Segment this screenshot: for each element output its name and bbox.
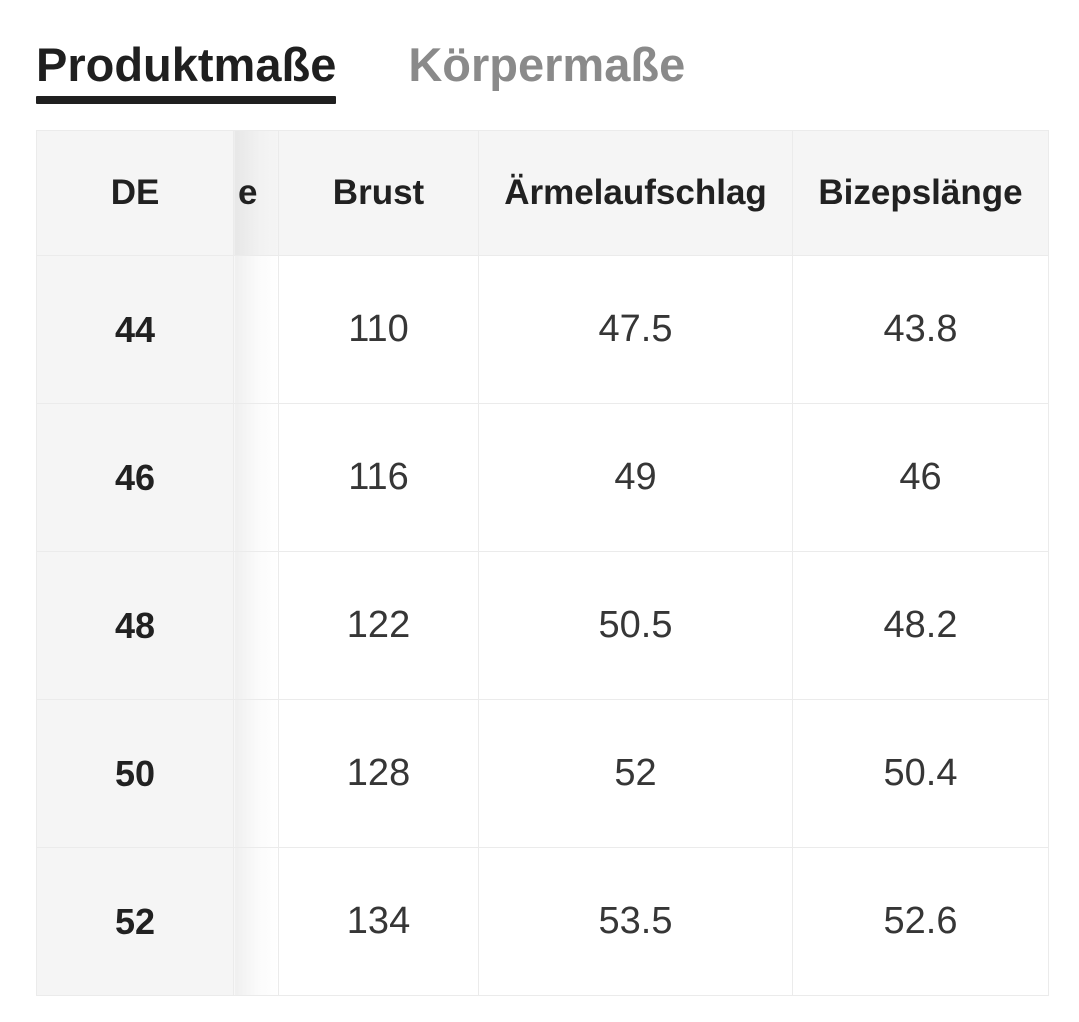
- cell-aermelaufschlag: 50.5: [478, 551, 793, 700]
- size-chart-page: Produktmaße Körpermaße DE e Brust Ärmela…: [0, 0, 1079, 996]
- cell-de: 46: [36, 403, 234, 552]
- tab-bar: Produktmaße Körpermaße: [0, 0, 1079, 104]
- cell-brust: 116: [278, 403, 479, 552]
- col-header-brust: Brust: [278, 130, 479, 256]
- size-table: DE e Brust Ärmelaufschlag Bizepslänge 44…: [36, 130, 1049, 996]
- cell-bizepslaenge: 48.2: [792, 551, 1049, 700]
- cell-bizepslaenge: 43.8: [792, 255, 1049, 404]
- size-row: 52 134 53.5 52.6: [36, 847, 1049, 996]
- tab-koerpermasse[interactable]: Körpermaße: [408, 41, 685, 88]
- cell-bizepslaenge: 46: [792, 403, 1049, 552]
- cell-hidden-partial: [233, 403, 279, 552]
- cell-aermelaufschlag: 52: [478, 699, 793, 848]
- size-table-body: 44 110 47.5 43.8 46 116 49 46 48 122 50.5 48.2 50 128…: [36, 255, 1049, 996]
- size-row: 50 128 52 50.4: [36, 699, 1049, 848]
- cell-brust: 128: [278, 699, 479, 848]
- active-tab-underline: [36, 96, 337, 104]
- tab-koerpermasse-label: Körpermaße: [408, 38, 686, 91]
- cell-brust: 122: [278, 551, 479, 700]
- cell-bizepslaenge: 52.6: [792, 847, 1049, 996]
- header-row: DE e Brust Ärmelaufschlag Bizepslänge: [36, 130, 1049, 256]
- cell-brust: 134: [278, 847, 479, 996]
- cell-aermelaufschlag: 49: [478, 403, 793, 552]
- cell-hidden-partial: [233, 699, 279, 848]
- size-row: 48 122 50.5 48.2: [36, 551, 1049, 700]
- col-header-bizepslaenge: Bizepslänge: [792, 130, 1049, 256]
- cell-de: 48: [36, 551, 234, 700]
- cell-aermelaufschlag: 47.5: [478, 255, 793, 404]
- col-header-hidden-partial: e: [233, 130, 279, 256]
- col-header-aermelaufschlag: Ärmelaufschlag: [478, 130, 793, 256]
- cell-bizepslaenge: 50.4: [792, 699, 1049, 848]
- cell-de: 52: [36, 847, 234, 996]
- cell-de: 50: [36, 699, 234, 848]
- tab-produktmasse-label: Produktmaße: [36, 38, 337, 91]
- cell-de: 44: [36, 255, 234, 404]
- tab-produktmasse[interactable]: Produktmaße: [36, 38, 337, 104]
- col-header-de: DE: [36, 130, 234, 256]
- cell-hidden-partial: [233, 551, 279, 700]
- size-row: 44 110 47.5 43.8: [36, 255, 1049, 404]
- cell-brust: 110: [278, 255, 479, 404]
- size-row: 46 116 49 46: [36, 403, 1049, 552]
- cell-hidden-partial: [233, 255, 279, 404]
- cell-aermelaufschlag: 53.5: [478, 847, 793, 996]
- cell-hidden-partial: [233, 847, 279, 996]
